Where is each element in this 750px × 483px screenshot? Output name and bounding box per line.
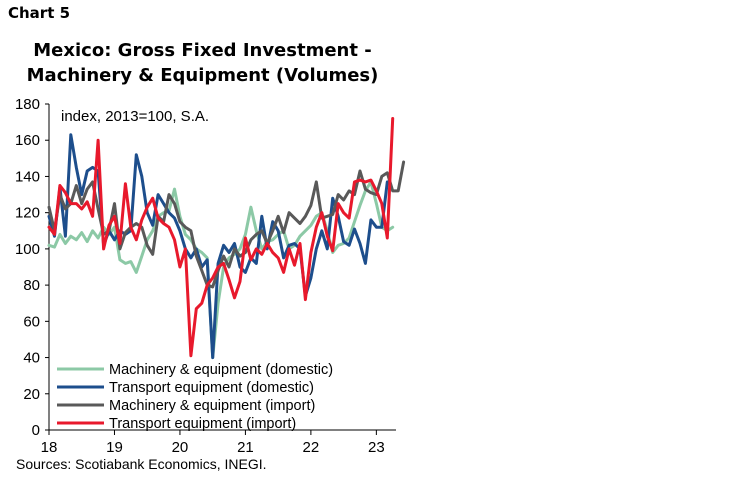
y-tick-label: 140 (15, 168, 40, 185)
chart-annotation: index, 2013=100, S.A. (61, 108, 209, 125)
legend-label: Machinery & equipment (domestic) (109, 362, 333, 378)
y-tick-label: 60 (23, 313, 40, 330)
legend-label: Transport equipment (import) (109, 416, 296, 432)
x-tick-label: 20 (172, 439, 189, 456)
chart-title-line-2: Machinery & Equipment (Volumes) (26, 65, 379, 86)
x-tick-label: 22 (303, 439, 320, 456)
y-tick-label: 20 (23, 386, 40, 403)
x-tick-label: 19 (106, 439, 123, 456)
y-tick-label: 160 (15, 132, 40, 149)
series-line-4 (47, 117, 395, 358)
x-tick-label: 23 (368, 439, 385, 456)
source-note: Sources: Scotiabank Economics, INEGI. (16, 456, 267, 472)
x-tick-label: 21 (237, 439, 254, 456)
chart-label: Chart 5 (8, 4, 71, 22)
legend-label: Transport equipment (domestic) (109, 380, 314, 396)
y-tick-label: 80 (23, 277, 40, 294)
y-tick-label: 100 (15, 241, 40, 258)
chart-title-line-1: Mexico: Gross Fixed Investment - (33, 40, 372, 61)
y-tick-label: 120 (15, 205, 40, 222)
y-tick-label: 40 (23, 350, 40, 367)
x-tick-label: 18 (41, 439, 58, 456)
y-tick-label: 0 (32, 422, 40, 439)
legend-label: Machinery & equipment (import) (109, 398, 315, 414)
y-tick-label: 180 (15, 96, 40, 113)
